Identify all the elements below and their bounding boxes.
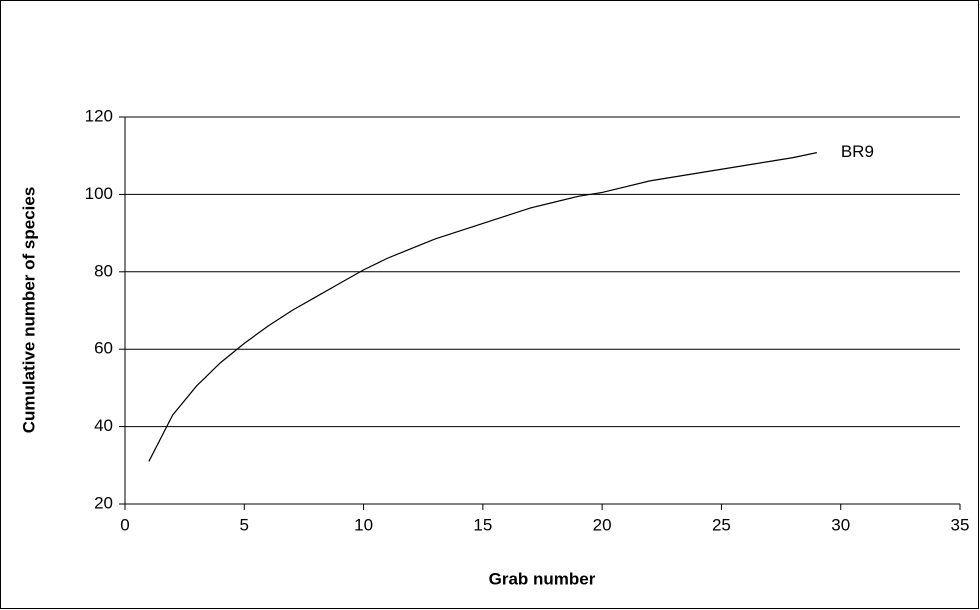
- y-tick-label: 100: [85, 184, 113, 203]
- x-tick-label: 5: [240, 515, 249, 534]
- series-line: [148, 152, 817, 462]
- x-tick-label: 30: [831, 515, 850, 534]
- x-tick-label: 15: [473, 515, 492, 534]
- y-tick-label: 20: [94, 493, 113, 512]
- y-axis-label: Cumulative number of species: [19, 187, 38, 434]
- y-tick-label: 120: [85, 106, 113, 125]
- y-tick-label: 80: [94, 261, 113, 280]
- x-tick-label: 20: [593, 515, 612, 534]
- x-tick-label: 25: [712, 515, 731, 534]
- x-tick-label: 0: [120, 515, 129, 534]
- x-tick-label: 10: [354, 515, 373, 534]
- y-tick-label: 40: [94, 416, 113, 435]
- x-tick-label: 35: [951, 515, 970, 534]
- series-label: BR9: [841, 142, 874, 161]
- x-axis-label: Grab number: [489, 569, 596, 588]
- y-tick-label: 60: [94, 339, 113, 358]
